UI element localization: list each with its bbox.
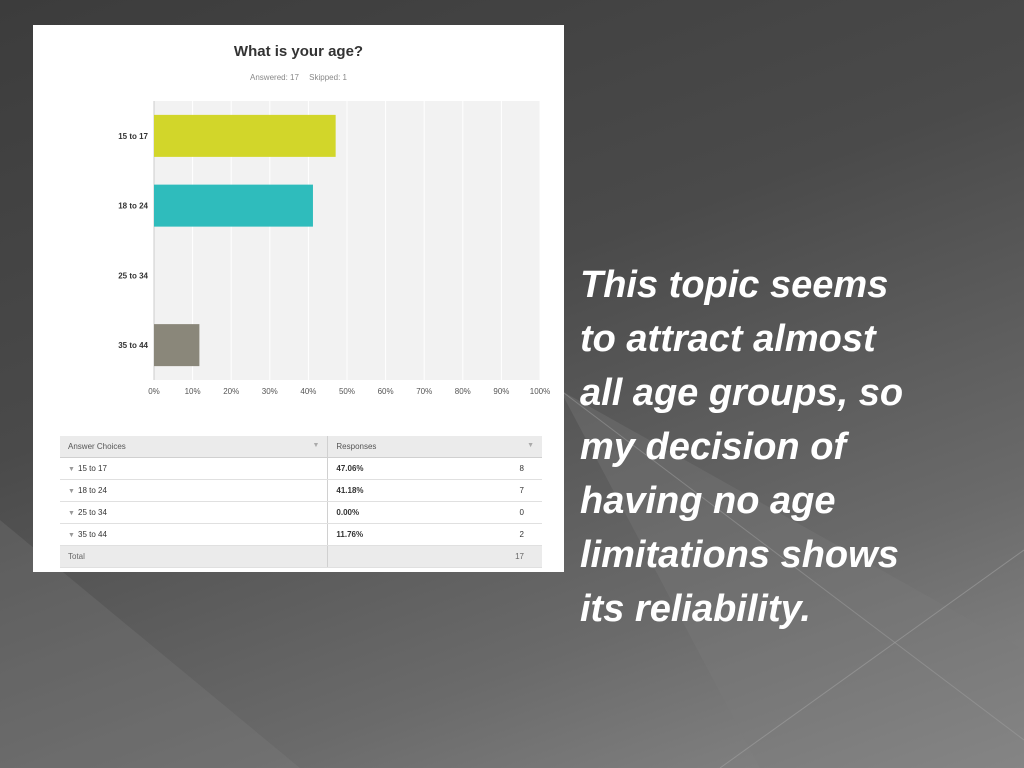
bar bbox=[154, 114, 336, 157]
bar-chart: 0% 10% 20% 30% 40% 50% 60% 70% 80% 90% 100% 15 to 1… bbox=[118, 101, 550, 396]
chart-title: What is your age? bbox=[233, 43, 364, 60]
responses-table: Answer Choices ▼ Responses ▼ ▼ 15 to 17 4… bbox=[60, 436, 542, 568]
header-responses[interactable]: Responses ▼ bbox=[327, 436, 542, 458]
count-value: 0 bbox=[519, 508, 524, 517]
bar bbox=[154, 324, 200, 367]
count-value: 2 bbox=[519, 530, 524, 539]
count-value: 8 bbox=[519, 464, 524, 473]
percent-value: 11.76% bbox=[336, 530, 364, 539]
choice-label: 35 to 44 bbox=[78, 530, 107, 539]
expand-icon[interactable]: ▼ bbox=[68, 466, 75, 473]
slide-commentary: This topic seems to attract almost all a… bbox=[580, 264, 904, 630]
answered-count: Answered: 17 bbox=[250, 73, 299, 82]
table-row: ▼ 25 to 34 0.00% 0 bbox=[60, 501, 542, 524]
x-tick-label: 0% bbox=[148, 387, 160, 396]
percent-value: 41.18% bbox=[336, 486, 364, 495]
y-tick-label: 18 to 24 bbox=[118, 202, 148, 211]
x-tick-label: 10% bbox=[185, 387, 201, 396]
table-row: ▼ 18 to 24 41.18% 7 bbox=[60, 479, 542, 502]
skipped-count: Skipped: 1 bbox=[309, 73, 347, 82]
choice-label: 15 to 17 bbox=[78, 464, 107, 473]
x-tick-label: 90% bbox=[493, 387, 509, 396]
total-count: 17 bbox=[515, 552, 524, 561]
expand-icon[interactable]: ▼ bbox=[68, 488, 75, 495]
survey-panel: What is your age? Answered: 17 Skipped: … bbox=[33, 25, 564, 572]
total-label: Total bbox=[68, 552, 85, 561]
x-tick-label: 50% bbox=[339, 387, 355, 396]
sort-icon[interactable]: ▼ bbox=[312, 442, 320, 449]
header-answer-choices[interactable]: Answer Choices ▼ bbox=[60, 436, 329, 458]
y-tick-label: 35 to 44 bbox=[118, 341, 148, 350]
table-total-row: Total 17 bbox=[60, 545, 542, 568]
expand-icon[interactable]: ▼ bbox=[68, 510, 75, 517]
sort-icon[interactable]: ▼ bbox=[527, 442, 534, 449]
x-tick-label: 40% bbox=[300, 387, 316, 396]
chart-subtitle: Answered: 17 Skipped: 1 bbox=[33, 73, 564, 82]
choice-label: 18 to 24 bbox=[78, 486, 107, 495]
choice-label: 25 to 34 bbox=[78, 508, 107, 517]
x-tick-label: 30% bbox=[262, 387, 278, 396]
x-tick-label: 20% bbox=[223, 387, 239, 396]
table-header-row: Answer Choices ▼ Responses ▼ bbox=[60, 436, 542, 458]
x-tick-label: 70% bbox=[416, 387, 432, 396]
table-row: ▼ 15 to 17 47.06% 8 bbox=[60, 457, 542, 480]
count-value: 7 bbox=[519, 486, 524, 495]
table-row: ▼ 35 to 44 11.76% 2 bbox=[60, 523, 542, 546]
y-tick-label: 15 to 17 bbox=[118, 132, 148, 141]
y-tick-label: 25 to 34 bbox=[118, 271, 148, 280]
x-tick-label: 80% bbox=[455, 387, 471, 396]
percent-value: 47.06% bbox=[336, 464, 364, 473]
percent-value: 0.00% bbox=[336, 508, 360, 517]
bar bbox=[154, 184, 313, 227]
expand-icon[interactable]: ▼ bbox=[68, 532, 75, 539]
x-tick-label: 100% bbox=[530, 387, 550, 396]
x-tick-label: 60% bbox=[378, 387, 394, 396]
